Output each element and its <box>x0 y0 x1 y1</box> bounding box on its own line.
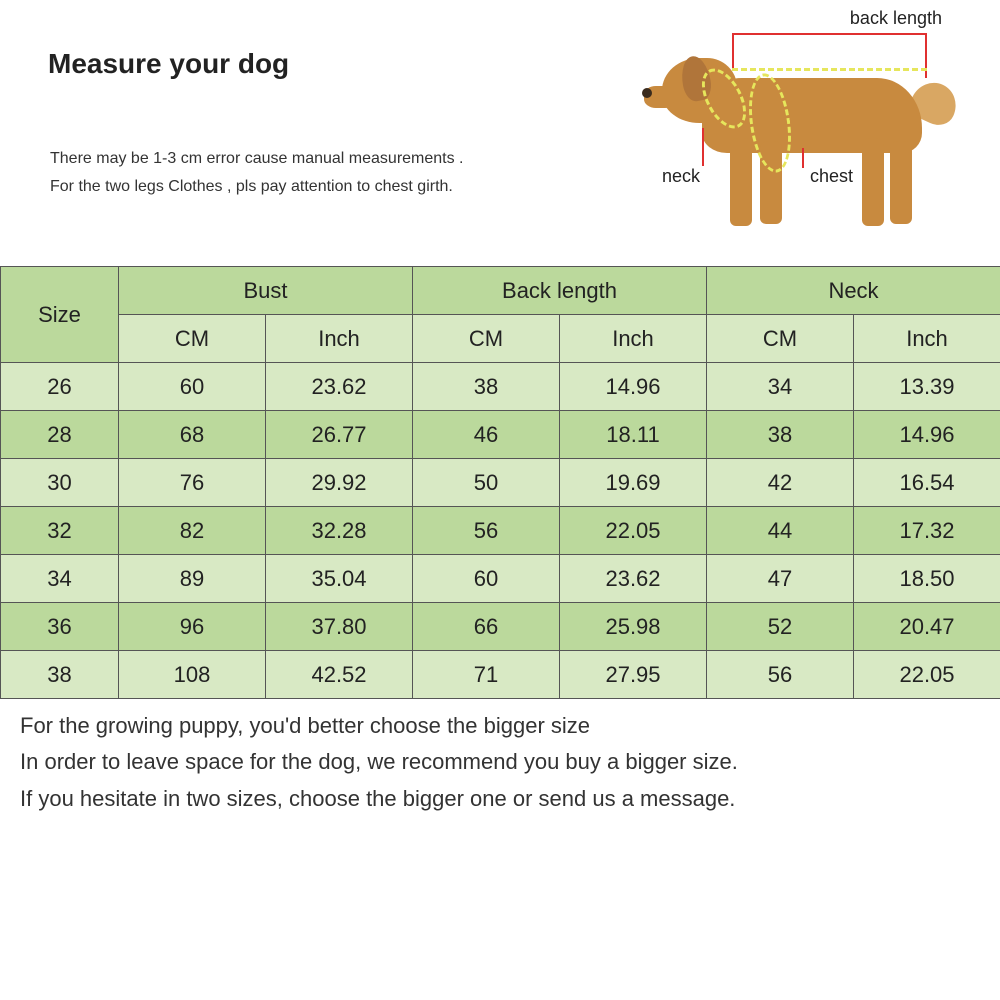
table-cell: 46 <box>413 411 560 459</box>
header-row-1: Size Bust Back length Neck <box>1 267 1000 315</box>
table-cell: 30 <box>1 459 119 507</box>
table-cell: 26.77 <box>266 411 413 459</box>
note-line-1: For the growing puppy, you'd better choo… <box>20 708 980 744</box>
table-cell: 14.96 <box>560 363 707 411</box>
back-length-pointer <box>925 33 927 78</box>
dog-leg-shape <box>730 138 752 226</box>
col-bust-inch: Inch <box>266 315 413 363</box>
table-cell: 42.52 <box>266 651 413 699</box>
subtext-line-2: For the two legs Clothes , pls pay atten… <box>50 178 453 196</box>
chest-pointer <box>802 148 804 168</box>
table-cell: 82 <box>119 507 266 555</box>
table-cell: 37.80 <box>266 603 413 651</box>
chest-label: chest <box>810 166 853 187</box>
table-cell: 52 <box>707 603 854 651</box>
col-back-inch: Inch <box>560 315 707 363</box>
footer-notes: For the growing puppy, you'd better choo… <box>20 708 980 817</box>
back-length-measure-line <box>732 68 927 71</box>
col-group-back-length: Back length <box>413 267 707 315</box>
table-cell: 22.05 <box>854 651 1000 699</box>
table-cell: 27.95 <box>560 651 707 699</box>
table-cell: 89 <box>119 555 266 603</box>
table-cell: 34 <box>1 555 119 603</box>
table-cell: 18.11 <box>560 411 707 459</box>
table-cell: 66 <box>413 603 560 651</box>
table-cell: 32 <box>1 507 119 555</box>
table-cell: 17.32 <box>854 507 1000 555</box>
col-bust-cm: CM <box>119 315 266 363</box>
table-cell: 96 <box>119 603 266 651</box>
table-cell: 60 <box>119 363 266 411</box>
note-line-2: In order to leave space for the dog, we … <box>20 744 980 780</box>
back-length-label: back length <box>850 8 942 29</box>
page-title: Measure your dog <box>48 48 289 80</box>
table-cell: 38 <box>707 411 854 459</box>
table-cell: 42 <box>707 459 854 507</box>
table-row: 266023.623814.963413.39 <box>1 363 1000 411</box>
size-table-wrapper: Size Bust Back length Neck CM Inch CM In… <box>0 266 1000 699</box>
size-table-body: 266023.623814.963413.39286826.774618.113… <box>1 363 1000 699</box>
back-length-pointer <box>732 33 734 68</box>
table-cell: 14.96 <box>854 411 1000 459</box>
table-cell: 60 <box>413 555 560 603</box>
table-row: 286826.774618.113814.96 <box>1 411 1000 459</box>
table-cell: 38 <box>1 651 119 699</box>
header-area: Measure your dog There may be 1-3 cm err… <box>0 0 1000 260</box>
table-cell: 71 <box>413 651 560 699</box>
table-row: 328232.285622.054417.32 <box>1 507 1000 555</box>
table-cell: 25.98 <box>560 603 707 651</box>
size-table: Size Bust Back length Neck CM Inch CM In… <box>0 266 1000 699</box>
table-cell: 19.69 <box>560 459 707 507</box>
table-cell: 13.39 <box>854 363 1000 411</box>
table-cell: 38 <box>413 363 560 411</box>
col-neck-inch: Inch <box>854 315 1000 363</box>
table-cell: 47 <box>707 555 854 603</box>
table-row: 369637.806625.985220.47 <box>1 603 1000 651</box>
table-cell: 50 <box>413 459 560 507</box>
table-cell: 32.28 <box>266 507 413 555</box>
dog-leg-shape <box>862 138 884 226</box>
table-row: 348935.046023.624718.50 <box>1 555 1000 603</box>
table-cell: 36 <box>1 603 119 651</box>
table-cell: 35.04 <box>266 555 413 603</box>
header-row-2: CM Inch CM Inch CM Inch <box>1 315 1000 363</box>
neck-label: neck <box>662 166 700 187</box>
table-row: 3810842.527127.955622.05 <box>1 651 1000 699</box>
col-size: Size <box>1 267 119 363</box>
table-cell: 44 <box>707 507 854 555</box>
subtext-line-1: There may be 1-3 cm error cause manual m… <box>50 150 464 168</box>
col-neck-cm: CM <box>707 315 854 363</box>
table-cell: 26 <box>1 363 119 411</box>
table-row: 307629.925019.694216.54 <box>1 459 1000 507</box>
dog-measurement-diagram: back length neck chest <box>632 8 972 248</box>
table-cell: 23.62 <box>266 363 413 411</box>
table-cell: 18.50 <box>854 555 1000 603</box>
col-back-cm: CM <box>413 315 560 363</box>
neck-pointer <box>702 128 704 166</box>
col-group-neck: Neck <box>707 267 1000 315</box>
back-length-bracket <box>732 33 927 35</box>
table-cell: 23.62 <box>560 555 707 603</box>
table-cell: 76 <box>119 459 266 507</box>
table-cell: 29.92 <box>266 459 413 507</box>
dog-nose-shape <box>642 88 652 98</box>
table-cell: 108 <box>119 651 266 699</box>
col-group-bust: Bust <box>119 267 413 315</box>
table-cell: 56 <box>707 651 854 699</box>
table-cell: 20.47 <box>854 603 1000 651</box>
table-cell: 56 <box>413 507 560 555</box>
note-line-3: If you hesitate in two sizes, choose the… <box>20 781 980 817</box>
table-cell: 28 <box>1 411 119 459</box>
table-cell: 16.54 <box>854 459 1000 507</box>
table-cell: 22.05 <box>560 507 707 555</box>
table-cell: 34 <box>707 363 854 411</box>
dog-leg-shape <box>890 141 912 224</box>
table-cell: 68 <box>119 411 266 459</box>
